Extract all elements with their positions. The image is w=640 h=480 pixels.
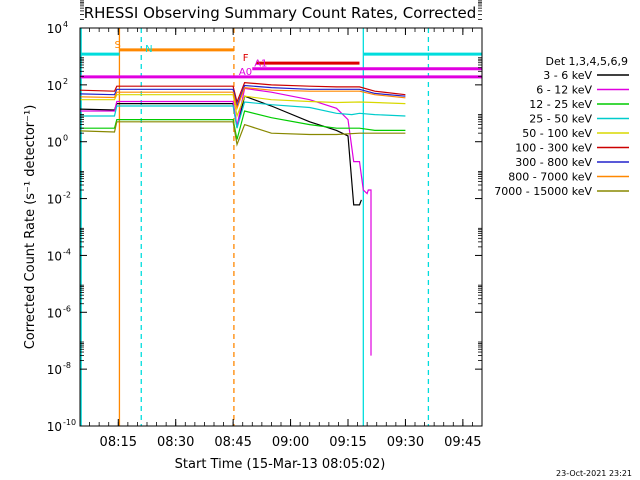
y-tick-exponent-3: -2 [63, 191, 71, 200]
series-line-4 [80, 94, 406, 119]
legend-label-3: 25 - 50 keV [529, 113, 592, 126]
x-axis-label: Start Time (15-Mar-13 08:05:02) [175, 457, 386, 472]
legend-label-2: 12 - 25 keV [529, 98, 592, 111]
y-tick-label-2: 10 [47, 136, 62, 150]
series-line-3 [80, 101, 406, 129]
chart-title: RHESSI Observing Summary Count Rates, Co… [84, 4, 477, 22]
series-line-1 [80, 87, 372, 356]
annotation-label-n: N [145, 44, 152, 55]
y-tick-label-0: 10 [47, 22, 62, 36]
legend-label-8: 7000 - 15000 keV [494, 185, 592, 198]
annotation-label-f: F [243, 53, 249, 64]
y-tick-label-1: 10 [47, 79, 62, 93]
legend-label-7: 800 - 7000 keV [508, 171, 592, 184]
y-tick-label-6: 10 [47, 363, 62, 377]
y-tick-label-3: 10 [47, 193, 62, 207]
y-axis-label: Corrected Count Rate (s⁻¹ detector⁻¹) [23, 105, 38, 350]
series-line-2 [80, 110, 406, 140]
timestamp: 23-Oct-2021 23:21 [556, 469, 632, 478]
series-lines [79, 81, 406, 356]
y-tick-exponent-0: 4 [63, 20, 68, 29]
y-tick-label-5: 10 [47, 306, 62, 320]
legend-label-0: 3 - 6 keV [543, 69, 592, 82]
legend-label-1: 6 - 12 keV [536, 84, 592, 97]
x-tick-label-4: 09:15 [329, 435, 366, 450]
legend-label-5: 100 - 300 keV [515, 142, 592, 155]
series-line-8 [79, 121, 406, 147]
y-tick-label-4: 10 [47, 249, 62, 263]
series-line-5 [79, 81, 406, 104]
series-line-7 [79, 86, 406, 111]
legend-title: Det 1,3,4,5,6,9 [545, 55, 628, 68]
y-tick-exponent-4: -4 [63, 247, 71, 256]
y-tick-label-7: 10 [47, 420, 62, 434]
x-tick-label-6: 09:45 [444, 435, 481, 450]
y-tick-exponent-5: -6 [63, 304, 71, 313]
legend-label-6: 300 - 800 keV [515, 156, 592, 169]
x-tick-label-5: 09:30 [387, 435, 424, 450]
y-tick-exponent-1: 2 [63, 77, 68, 86]
series-line-6 [79, 84, 406, 109]
y-tick-exponent-7: -10 [63, 418, 76, 427]
legend-label-4: 50 - 100 keV [522, 127, 592, 140]
x-tick-label-1: 08:30 [157, 435, 194, 450]
x-axis: 08:15 08:30 08:45 09:00 09:15 09:30 09:45 [79, 28, 483, 450]
y-tick-exponent-2: 0 [63, 134, 68, 143]
x-tick-label-0: 08:15 [100, 435, 137, 450]
annotation-label-s: S [114, 40, 120, 51]
annotation-label-a0: A0 [239, 67, 252, 78]
y-tick-exponent-6: -8 [63, 361, 71, 370]
x-tick-label-2: 08:45 [214, 435, 251, 450]
annotation-label-a1: A1 [254, 59, 267, 70]
x-tick-label-3: 09:00 [272, 435, 309, 450]
